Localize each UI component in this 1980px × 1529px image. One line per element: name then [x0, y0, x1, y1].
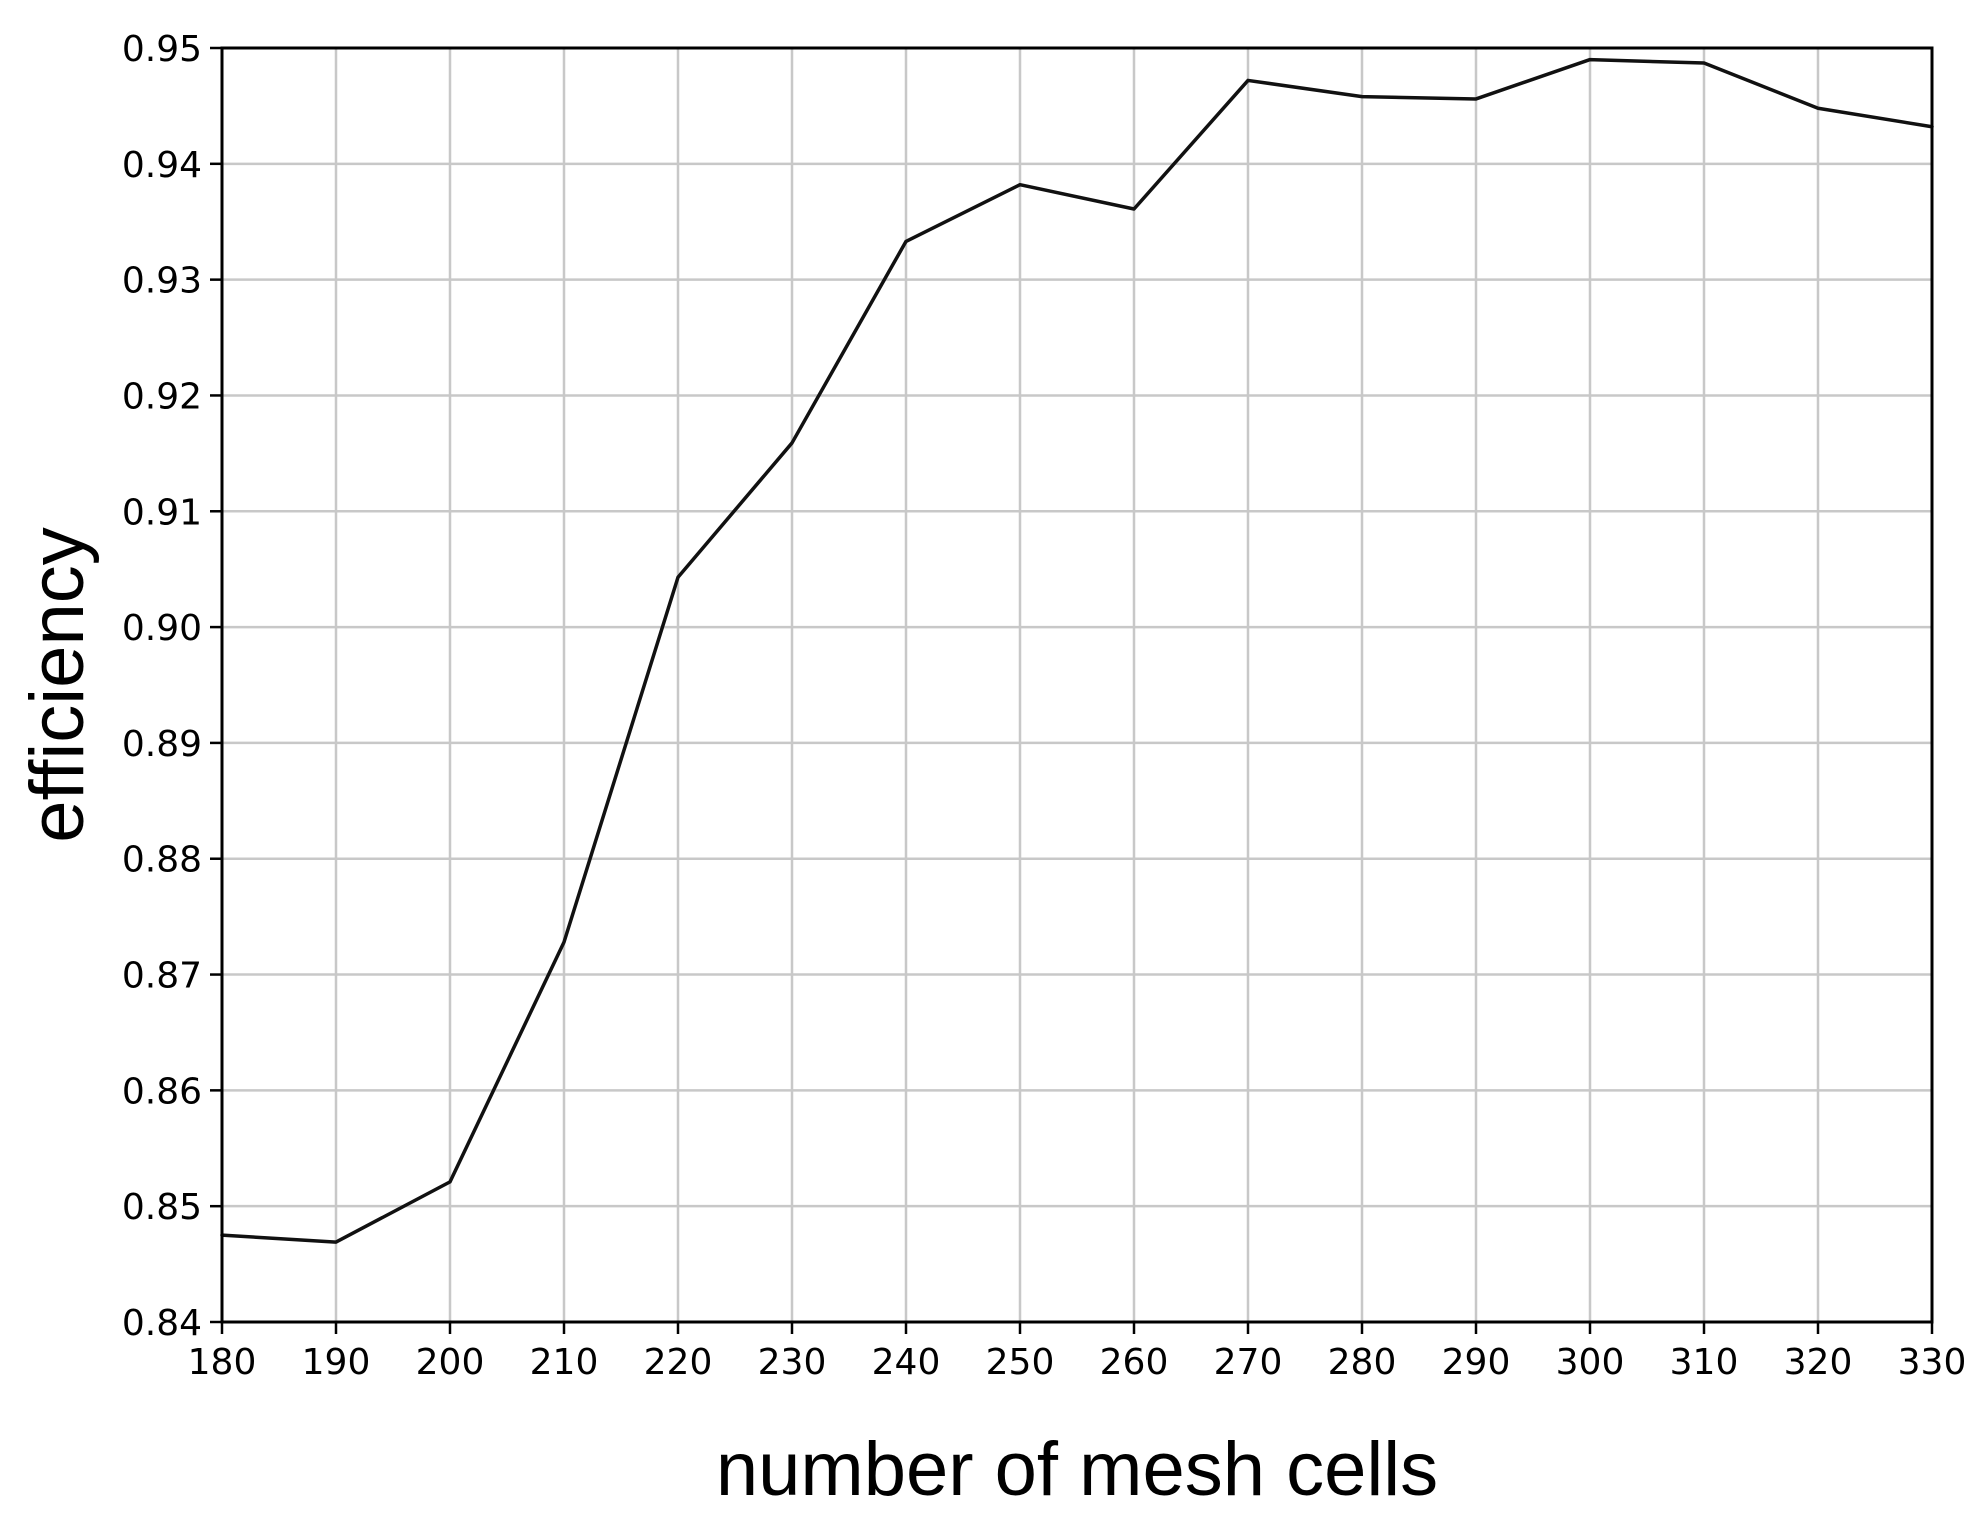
y-tick-label: 0.89: [122, 724, 202, 765]
y-tick-label: 0.94: [122, 145, 202, 186]
x-tick-label: 320: [1784, 1342, 1853, 1383]
x-axis-ticks: 180 190 200 210 220 230 240 250 260 270 280 290 300 3…: [188, 1322, 1967, 1383]
x-tick-label: 210: [530, 1342, 599, 1383]
y-tick-label: 0.91: [122, 492, 202, 533]
y-gridlines: [222, 46, 1932, 1324]
y-tick-label: 0.85: [122, 1187, 202, 1228]
y-tick-label: 0.87: [122, 956, 202, 997]
series-layer: [220, 57, 1934, 1244]
x-tick-label: 230: [758, 1342, 827, 1383]
x-tick-label: 190: [302, 1342, 371, 1383]
y-tick-label: 0.86: [122, 1071, 202, 1112]
x-tick-label: 200: [416, 1342, 485, 1383]
y-tick-label: 0.92: [122, 376, 202, 417]
x-tick-label: 300: [1556, 1342, 1625, 1383]
x-tick-label: 260: [1100, 1342, 1169, 1383]
x-gridlines: [220, 48, 1934, 1322]
x-tick-label: 220: [644, 1342, 713, 1383]
y-tick-label: 0.88: [122, 840, 202, 881]
x-tick-label: 290: [1442, 1342, 1511, 1383]
x-axis-label: number of mesh cells: [716, 1427, 1438, 1512]
x-tick-label: 180: [188, 1342, 257, 1383]
y-tick-label: 0.93: [122, 261, 202, 302]
y-tick-label: 0.90: [122, 608, 202, 649]
x-tick-label: 310: [1670, 1342, 1739, 1383]
plot-area-frame: [220, 46, 1934, 1324]
x-tick-label: 270: [1214, 1342, 1283, 1383]
y-tick-label: 0.84: [122, 1303, 202, 1344]
series-line: [220, 57, 1934, 1244]
x-tick-label: 240: [872, 1342, 941, 1383]
x-tick-label: 280: [1328, 1342, 1397, 1383]
y-axis-label: efficiency: [15, 527, 100, 842]
y-axis-ticks: 0.84 0.85 0.86 0.87 0.88 0.89 0.90 0.91 0.92 0.93…: [122, 29, 222, 1344]
y-tick-label: 0.95: [122, 29, 202, 70]
x-tick-label: 250: [986, 1342, 1055, 1383]
x-tick-label: 330: [1898, 1342, 1967, 1383]
